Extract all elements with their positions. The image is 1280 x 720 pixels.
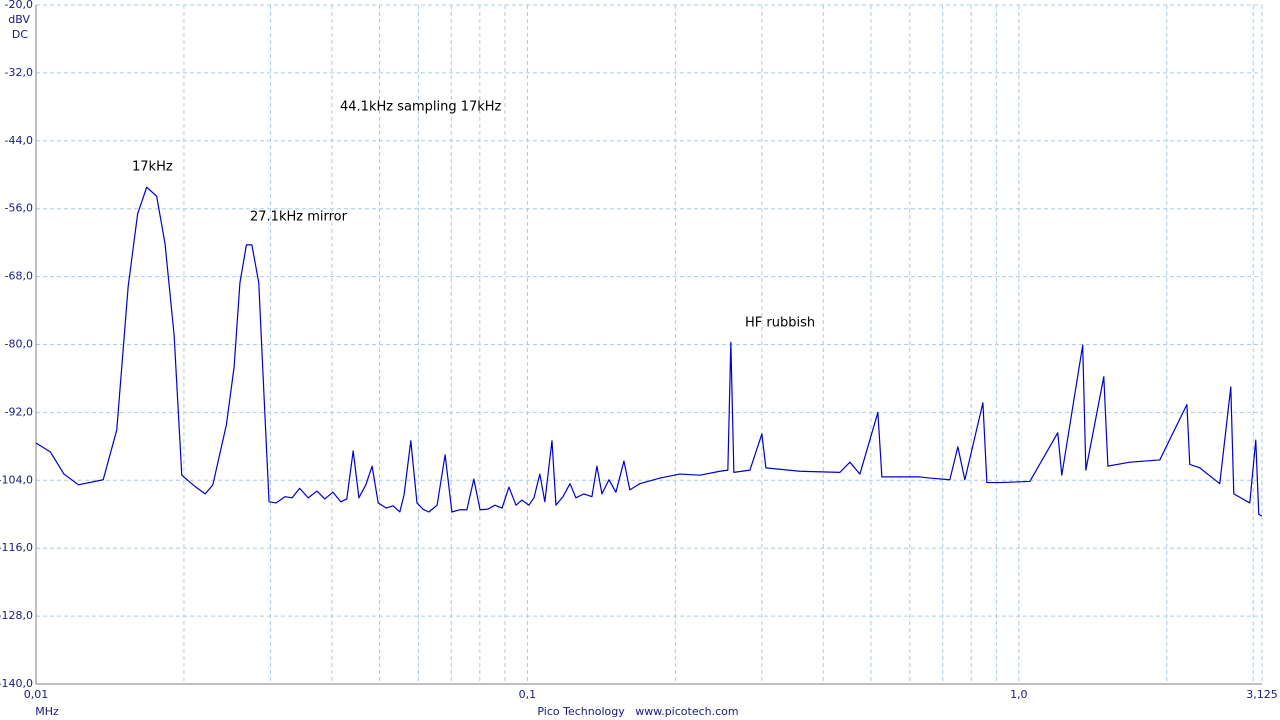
y-tick-label: -56,0	[5, 202, 33, 215]
x-tick-label: 3,125	[1246, 688, 1278, 701]
y-tick-label: -68,0	[5, 270, 33, 283]
x-tick-label: 1,0	[1010, 688, 1028, 701]
y-tick-label: -128,0	[0, 609, 33, 622]
y-tick-label: -116,0	[0, 541, 33, 554]
y-unit: dBV	[8, 13, 30, 26]
annotation: HF rubbish	[745, 316, 815, 331]
x-unit: MHz	[35, 705, 59, 718]
annotation: 27.1kHz mirror	[250, 210, 348, 225]
y-tick-label: -44,0	[5, 134, 33, 147]
x-tick-label: 0,1	[519, 688, 537, 701]
y-tick-label: -32,0	[5, 66, 33, 79]
coupling: DC	[12, 28, 28, 41]
annotation: 44.1kHz sampling 17kHz	[340, 100, 502, 115]
y-tick-label: -92,0	[5, 405, 33, 418]
footer: Pico Technology www.picotech.com	[537, 705, 738, 718]
y-tick-label: -140,0	[0, 677, 33, 690]
spectrum-line	[35, 186, 1263, 517]
x-tick-label: 0,01	[24, 688, 49, 701]
y-tick-label: -20,0	[5, 0, 33, 11]
y-tick-label: -104,0	[0, 473, 33, 486]
annotation: 17kHz	[132, 160, 173, 175]
y-tick-label: -80,0	[5, 338, 33, 351]
